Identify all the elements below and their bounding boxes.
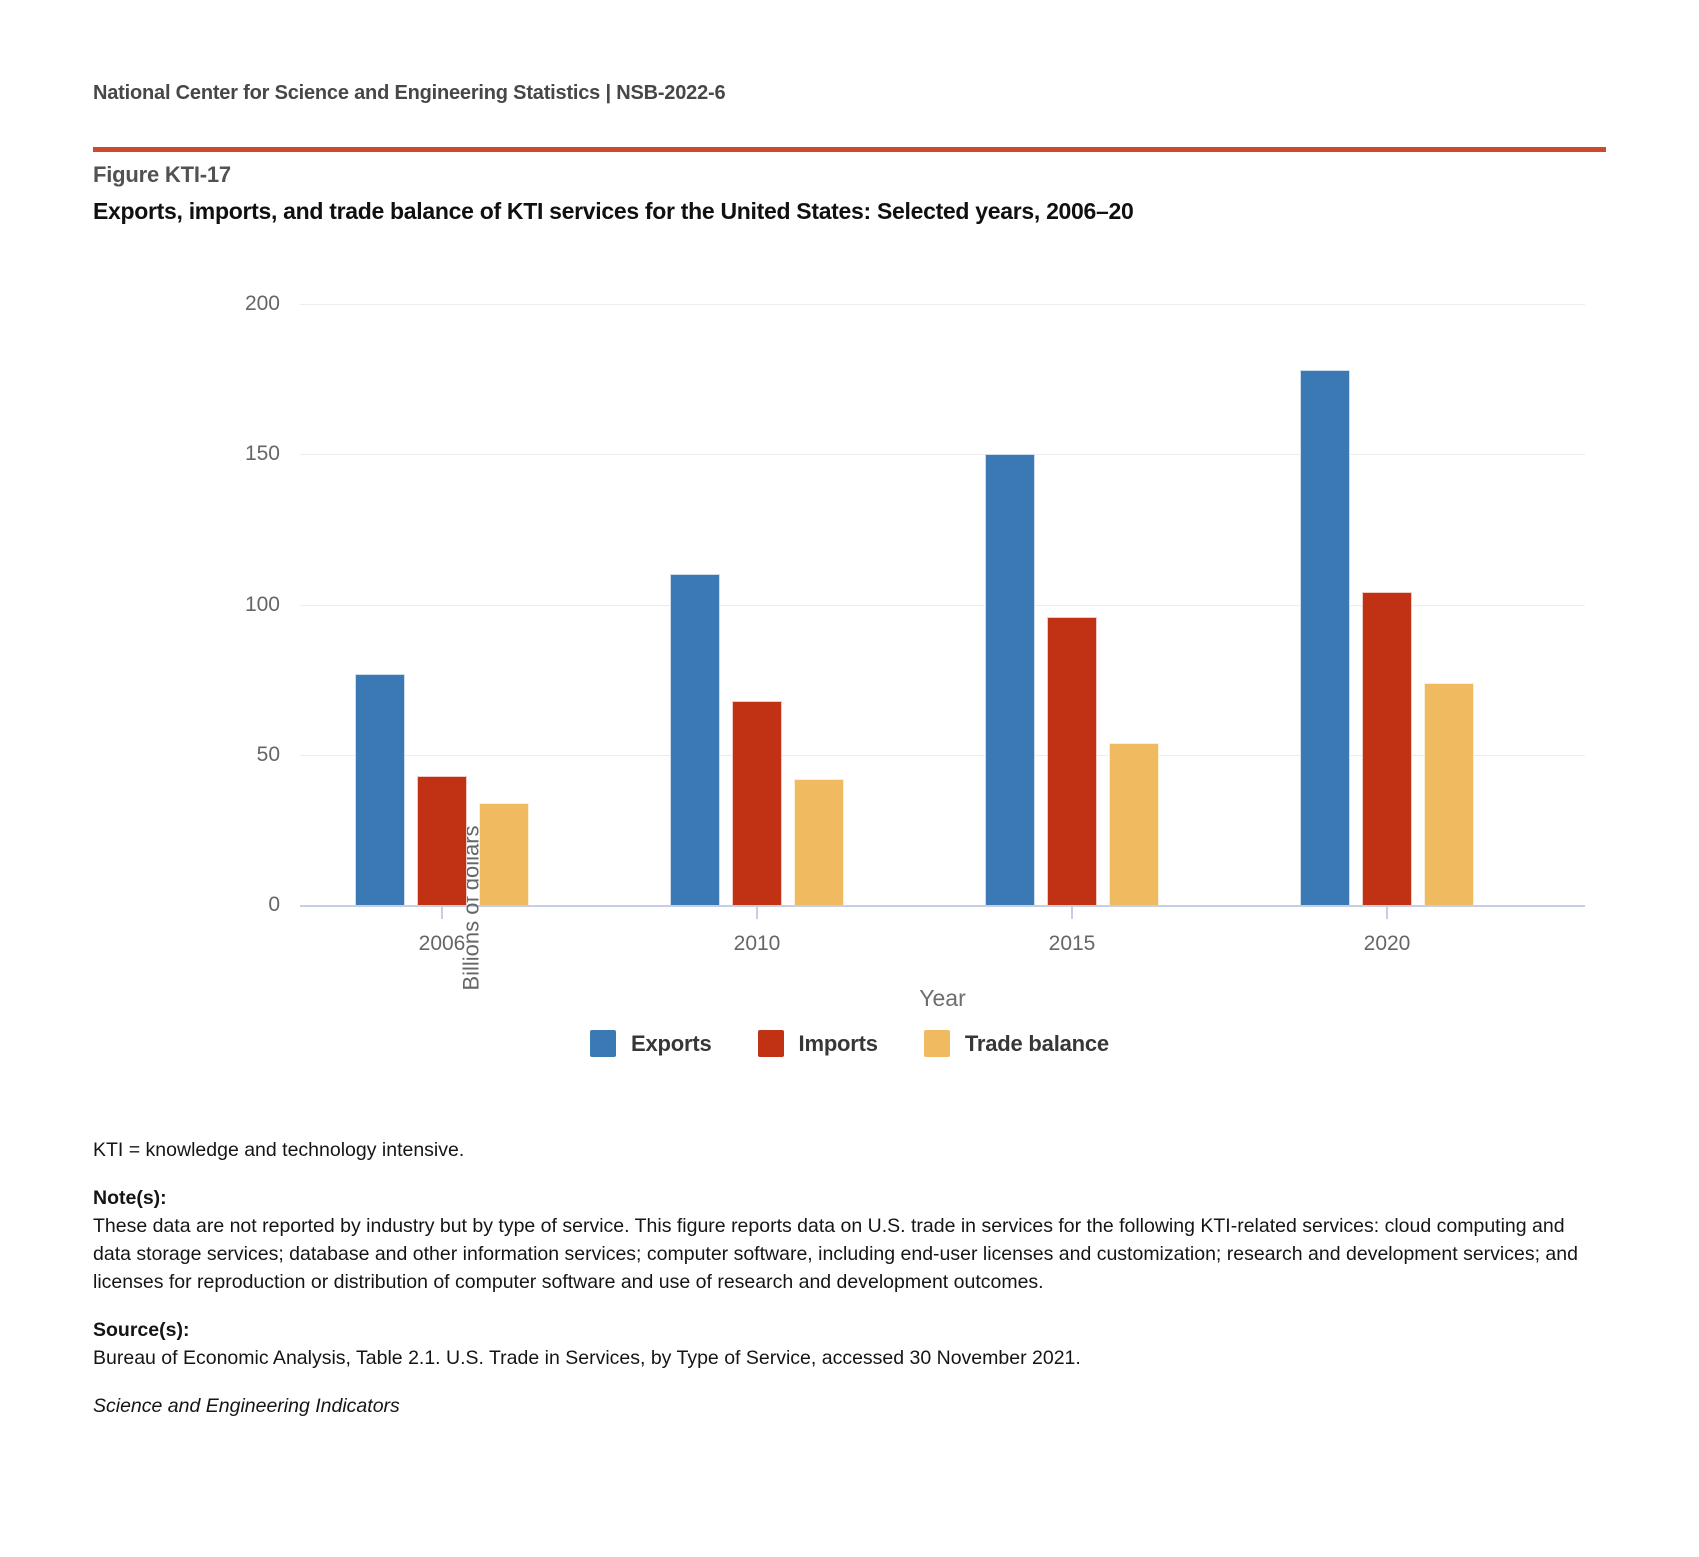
x-tick-label-2010: 2010 xyxy=(733,932,781,955)
abbreviation-note: KTI = knowledge and technology intensive… xyxy=(93,1139,465,1161)
bar-exports-2015 xyxy=(985,454,1035,905)
legend-swatch-imports xyxy=(757,1030,784,1057)
plot-area: Billions of dollars 0 50 100 150 200 2006 2010… xyxy=(245,292,1585,991)
bar-exports-2020 xyxy=(1300,370,1350,905)
legend-item-exports: Exports xyxy=(590,1030,712,1057)
gridline-100 xyxy=(300,604,1585,606)
x-axis-title: Year xyxy=(919,985,966,1011)
bar-group-2010 xyxy=(670,304,844,905)
bar-group-2006 xyxy=(355,304,529,905)
bar-trade-balance-2006 xyxy=(479,803,529,905)
y-tick-label-0: 0 xyxy=(268,893,280,916)
footer-notes: KTI = knowledge and technology intensive… xyxy=(93,1136,1589,1420)
gridline-50 xyxy=(300,754,1585,756)
bar-trade-balance-2010 xyxy=(794,779,844,905)
legend-label-exports: Exports xyxy=(631,1030,712,1056)
figure-label: Figure KTI-17 xyxy=(93,162,231,187)
legend: Exports Imports Trade balance xyxy=(93,1030,1606,1057)
y-tick-label-200: 200 xyxy=(244,292,280,315)
figure-title: Exports, imports, and trade balance of K… xyxy=(93,198,1134,224)
bar-imports-2015 xyxy=(1047,617,1097,905)
y-tick-label-150: 150 xyxy=(244,442,280,466)
x-tick-2006 xyxy=(441,905,443,919)
indicators-credit: Science and Engineering Indicators xyxy=(93,1395,400,1417)
x-tick-2015 xyxy=(1071,905,1073,919)
legend-swatch-trade-balance xyxy=(923,1030,950,1057)
legend-item-imports: Imports xyxy=(757,1030,878,1057)
header-rule xyxy=(93,147,1606,152)
notes-text: These data are not reported by industry … xyxy=(93,1215,1578,1293)
bar-group-2015 xyxy=(985,304,1159,905)
bar-imports-2020 xyxy=(1362,592,1412,905)
report-header: National Center for Science and Engineer… xyxy=(93,82,726,104)
legend-item-trade-balance: Trade balance xyxy=(923,1030,1109,1057)
notes-label: Note(s): xyxy=(93,1187,167,1209)
y-tick-label-100: 100 xyxy=(244,592,280,616)
legend-label-trade-balance: Trade balance xyxy=(964,1030,1109,1056)
legend-label-imports: Imports xyxy=(798,1030,878,1056)
y-tick-label-50: 50 xyxy=(256,742,280,766)
gridline-150 xyxy=(300,454,1585,456)
bar-exports-2010 xyxy=(670,574,720,905)
legend-swatch-exports xyxy=(590,1030,617,1057)
x-tick-label-2015: 2015 xyxy=(1048,932,1096,955)
x-tick-label-2020: 2020 xyxy=(1363,932,1411,955)
x-tick-2020 xyxy=(1386,905,1388,919)
source-label: Source(s): xyxy=(93,1319,190,1341)
bar-imports-2006 xyxy=(417,776,467,905)
source-text: Bureau of Economic Analysis, Table 2.1. … xyxy=(93,1347,1081,1369)
bar-imports-2010 xyxy=(732,701,782,905)
bar-trade-balance-2020 xyxy=(1424,683,1474,905)
gridline-200 xyxy=(300,304,1585,305)
x-tick-2010 xyxy=(756,905,758,919)
bar-trade-balance-2015 xyxy=(1109,743,1159,905)
bar-group-2020 xyxy=(1300,304,1474,905)
bar-exports-2006 xyxy=(355,674,405,905)
x-tick-label-2006: 2006 xyxy=(418,932,466,955)
